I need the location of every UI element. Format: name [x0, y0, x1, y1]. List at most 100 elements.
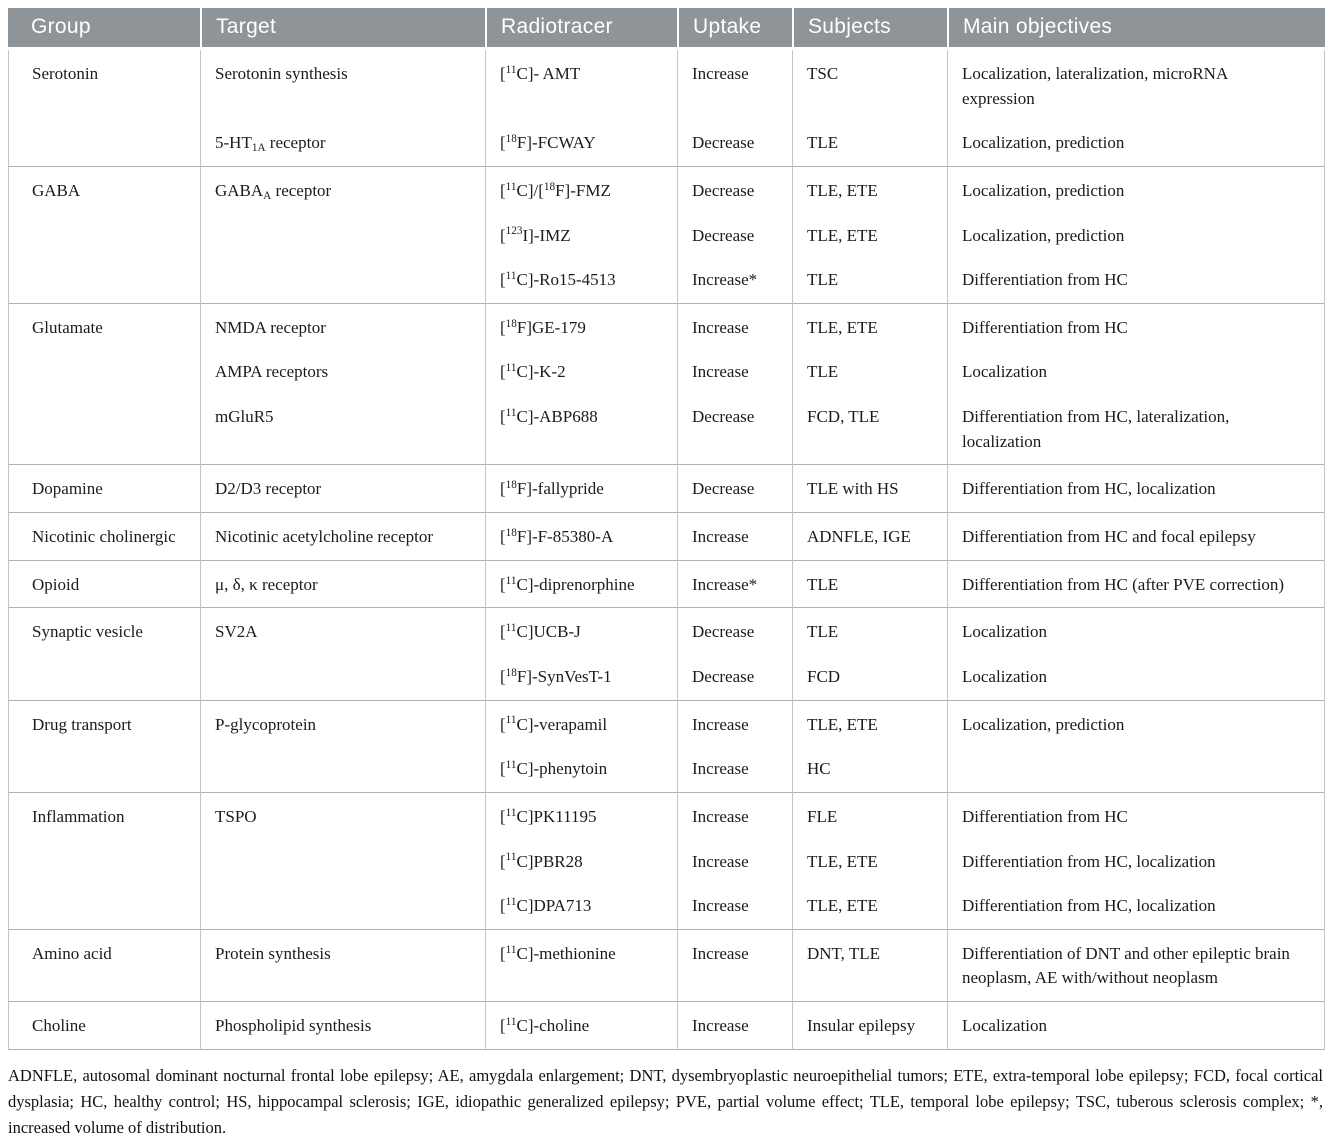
table-row: Opioid μ, δ, κ receptor [11C]-diprenorphin… [8, 559, 1325, 608]
uptake-cell: Increase [677, 884, 792, 929]
column-header-radiotracer: Radiotracer [485, 8, 677, 50]
subjects-cell: ADNFLE, IGE [792, 512, 947, 560]
table-row: Dopamine D2/D3 receptor [18F]-fallypride De… [8, 464, 1325, 513]
table-row: Serotonin Serotonin synthesis [11C]- AMT In… [8, 50, 1325, 166]
group-cell: Choline [8, 1001, 200, 1050]
target-cell: 5-HT1A receptor [200, 121, 485, 166]
radiotracer-cell: [18F]-fallypride [485, 464, 677, 513]
table-row: Choline Phospholipid synthesis [11C]-choli… [8, 1001, 1325, 1050]
uptake-cell: Decrease [677, 165, 792, 214]
uptake-cell: Increase [677, 839, 792, 885]
group-cell: Drug transport [8, 699, 200, 792]
radiotracer-table: Group Target Radiotracer Uptake Subjects… [8, 8, 1325, 1050]
uptake-cell: Decrease [677, 213, 792, 259]
uptake-cell: Increase [677, 512, 792, 560]
uptake-cell: Increase [677, 50, 792, 122]
table-row: Inflammation TSPO [11C]PK11195 Increase FLE D… [8, 791, 1325, 929]
objectives-cell: Localization, prediction [947, 699, 1325, 748]
objectives-cell: Differentiation from HC, localization [947, 464, 1325, 513]
radiotracer-cell: [11C]/[18F]-FMZ [485, 165, 677, 214]
group-cell: Nicotinic cholinergic [8, 512, 200, 560]
target-cell [200, 884, 485, 929]
table-row: Nicotinic cholinergic Nicotinic acetylcho… [8, 512, 1325, 560]
radiotracer-cell: [18F]-SynVesT-1 [485, 654, 677, 700]
radiotracer-cell: [11C]-Ro15-4513 [485, 258, 677, 303]
radiotracer-cell: [11C]-phenytoin [485, 747, 677, 792]
header-row: Group Target Radiotracer Uptake Subjects… [8, 8, 1325, 50]
target-cell: P-glycoprotein [200, 699, 485, 748]
target-cell: NMDA receptor [200, 302, 485, 351]
subjects-cell: TLE [792, 121, 947, 166]
target-cell: mGluR5 [200, 395, 485, 465]
uptake-cell: Increase* [677, 559, 792, 608]
table-row: [11C]PBR28 Increase TLE, ETE Differentiatio… [8, 839, 1325, 885]
target-cell: Serotonin synthesis [200, 50, 485, 122]
uptake-cell: Decrease [677, 654, 792, 700]
objectives-cell: Differentiation from HC (after PVE corre… [947, 559, 1325, 608]
uptake-cell: Increase [677, 791, 792, 840]
objectives-cell: Differentiation from HC [947, 302, 1325, 351]
subjects-cell: TLE [792, 559, 947, 608]
group-cell: Inflammation [8, 791, 200, 929]
uptake-cell: Decrease [677, 464, 792, 513]
uptake-cell: Increase [677, 302, 792, 351]
objectives-cell: Localization [947, 654, 1325, 700]
objectives-cell: Localization, prediction [947, 121, 1325, 166]
column-header-group: Group [8, 8, 200, 50]
group-cell: Dopamine [8, 464, 200, 513]
radiotracer-cell: [11C]- AMT [485, 50, 677, 122]
radiotracer-cell: [18F]-F-85380-A [485, 512, 677, 560]
radiotracer-cell: [11C]PBR28 [485, 839, 677, 885]
radiotracer-cell: [11C]-ABP688 [485, 395, 677, 465]
subjects-cell: TLE, ETE [792, 302, 947, 351]
objectives-cell: Localization, lateralization, microRNA e… [947, 50, 1325, 122]
subjects-cell: TLE, ETE [792, 213, 947, 259]
objectives-cell: Differentiation from HC [947, 258, 1325, 303]
table-row: mGluR5 [11C]-ABP688 Decrease FCD, TLE Differ… [8, 395, 1325, 465]
subjects-cell: Insular epilepsy [792, 1001, 947, 1050]
objectives-cell: Differentiation from HC and focal epilep… [947, 512, 1325, 560]
subjects-cell: HC [792, 747, 947, 792]
subjects-cell: TLE [792, 607, 947, 655]
objectives-cell: Localization, prediction [947, 165, 1325, 214]
table-footnote: ADNFLE, autosomal dominant nocturnal fro… [8, 1065, 1323, 1137]
target-cell: GABAA receptor [200, 165, 485, 214]
table-row: Amino acid Protein synthesis [11C]-methion… [8, 928, 1325, 1002]
uptake-cell: Increase [677, 1001, 792, 1050]
uptake-cell: Increase [677, 699, 792, 748]
objectives-cell: Differentiation from HC, lateralization,… [947, 395, 1325, 465]
table-row: Synaptic vesicle SV2A [11C]UCB-J Decrease TL… [8, 607, 1325, 700]
subjects-cell: TLE, ETE [792, 699, 947, 748]
subjects-cell: TLE [792, 258, 947, 303]
uptake-cell: Increase [677, 928, 792, 1002]
uptake-cell: Decrease [677, 395, 792, 465]
table-row: [123I]-IMZ Decrease TLE, ETE Localization, … [8, 213, 1325, 259]
table-row: [11C]-phenytoin Increase HC [8, 747, 1325, 792]
subjects-cell: TLE [792, 350, 947, 396]
group-cell: Synaptic vesicle [8, 607, 200, 700]
radiotracer-cell: [11C]DPA713 [485, 884, 677, 929]
radiotracer-cell: [18F]GE-179 [485, 302, 677, 351]
column-header-target: Target [200, 8, 485, 50]
uptake-cell: Increase [677, 747, 792, 792]
subjects-cell: DNT, TLE [792, 928, 947, 1002]
group-cell: GABA [8, 165, 200, 303]
subjects-cell: TLE with HS [792, 464, 947, 513]
subjects-cell: TSC [792, 50, 947, 122]
target-cell [200, 654, 485, 700]
objectives-cell: Differentiation from HC [947, 791, 1325, 840]
uptake-cell: Increase [677, 350, 792, 396]
target-cell: Nicotinic acetylcholine receptor [200, 512, 485, 560]
subjects-cell: TLE, ETE [792, 884, 947, 929]
radiotracer-cell: [11C]-choline [485, 1001, 677, 1050]
radiotracer-cell: [123I]-IMZ [485, 213, 677, 259]
group-cell: Opioid [8, 559, 200, 608]
objectives-cell [947, 747, 1325, 792]
radiotracer-cell: [11C]PK11195 [485, 791, 677, 840]
group-cell: Serotonin [8, 50, 200, 166]
objectives-cell: Localization, prediction [947, 213, 1325, 259]
radiotracer-cell: [18F]-FCWAY [485, 121, 677, 166]
target-cell: D2/D3 receptor [200, 464, 485, 513]
objectives-cell: Localization [947, 1001, 1325, 1050]
table-body: Serotonin Serotonin synthesis [11C]- AMT In… [8, 50, 1325, 1050]
